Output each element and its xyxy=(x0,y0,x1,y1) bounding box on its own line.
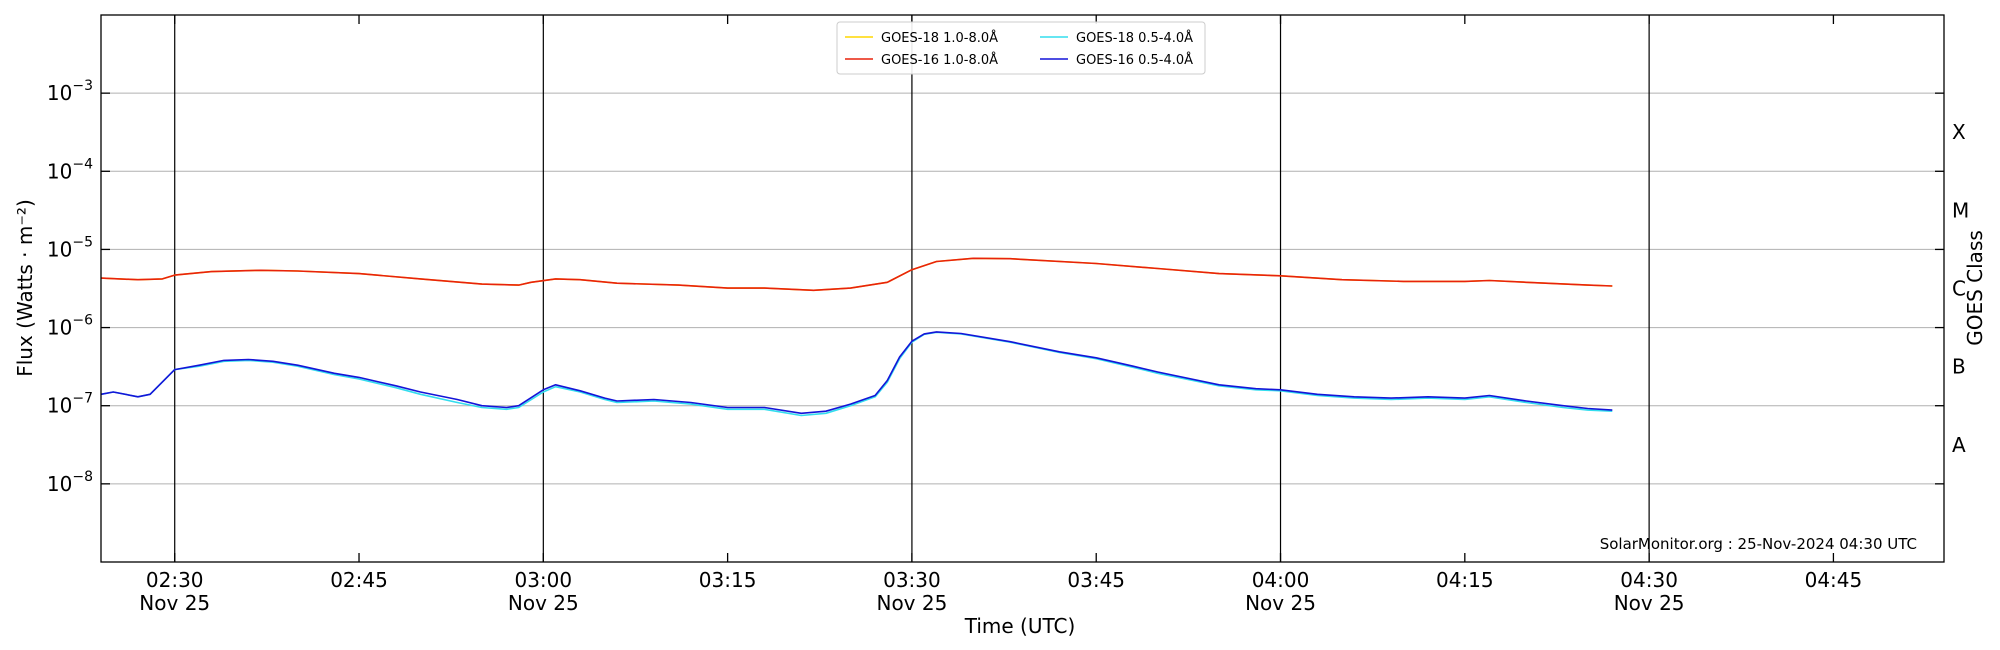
series-layer xyxy=(100,257,1613,417)
y-tick-label: 10−7 xyxy=(47,391,93,418)
y-tick-label: 10−3 xyxy=(47,78,93,105)
x-tick-sublabel: Nov 25 xyxy=(139,591,210,615)
goes-class-label: C xyxy=(1952,277,1966,301)
legend-entry: GOES-16 0.5-4.0Å xyxy=(1076,52,1193,68)
legend-entry: GOES-16 1.0-8.0Å xyxy=(881,52,998,68)
x-tick-label: 04:45 xyxy=(1805,568,1863,592)
y-axis-title: Flux (Watts · m⁻²) xyxy=(13,199,37,377)
legend-box xyxy=(836,21,1206,75)
day-marker-lines xyxy=(174,15,1650,562)
goes-class-label: M xyxy=(1952,198,1969,222)
goes-class-label: X xyxy=(1952,120,1966,144)
x-tick-sublabel: Nov 25 xyxy=(1614,591,1685,615)
series-line xyxy=(100,331,1613,415)
x-tick-label: 03:15 xyxy=(699,568,757,592)
x-tick-label: 04:15 xyxy=(1436,568,1494,592)
series-line xyxy=(100,257,1613,292)
grid-layer xyxy=(101,92,1944,485)
x-axis-title: Time (UTC) xyxy=(964,614,1076,638)
legend-entry: GOES-18 1.0-8.0Å xyxy=(881,30,998,46)
y-tick-label: 10−6 xyxy=(47,313,93,340)
credit-annotation: SolarMonitor.org : 25-Nov-2024 04:30 UTC xyxy=(1600,535,1917,553)
legend-entry: GOES-18 0.5-4.0Å xyxy=(1076,30,1193,46)
x-tick-sublabel: Nov 25 xyxy=(1245,591,1316,615)
x-tick-label: 04:00 xyxy=(1252,568,1310,592)
x-tick-label: 03:45 xyxy=(1067,568,1125,592)
y-tick-label: 10−5 xyxy=(47,234,93,261)
goes-class-label: B xyxy=(1952,355,1966,379)
x-tick-label: 02:30 xyxy=(146,568,204,592)
x-tick-sublabel: Nov 25 xyxy=(508,591,579,615)
y-tick-label: 10−4 xyxy=(47,156,93,183)
legend: GOES-18 1.0-8.0Å GOES-16 1.0-8.0Å GOES-18 … xyxy=(836,21,1206,75)
plot-frame xyxy=(100,14,1945,563)
x-tick-label: 03:30 xyxy=(883,568,941,592)
x-tick-label: 03:00 xyxy=(514,568,572,592)
x-tick-label: 02:45 xyxy=(330,568,388,592)
x-tick-label: 04:30 xyxy=(1620,568,1678,592)
series-line xyxy=(100,331,1613,417)
goes-class-label: A xyxy=(1952,433,1966,457)
tick-layer xyxy=(101,15,1944,562)
y-tick-label: 10−8 xyxy=(47,469,93,496)
x-tick-sublabel: Nov 25 xyxy=(876,591,947,615)
right-axis-title: GOES Class xyxy=(1963,230,1987,346)
